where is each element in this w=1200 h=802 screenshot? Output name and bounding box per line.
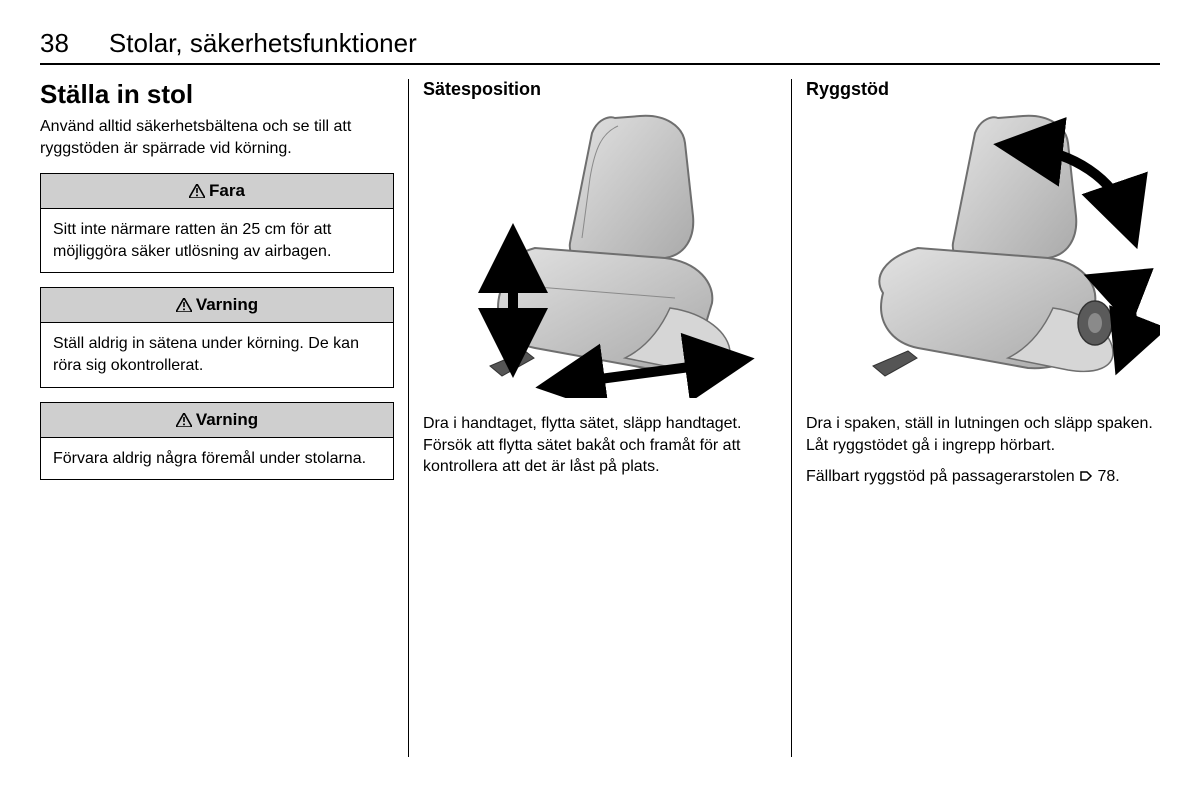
page-number: 38: [40, 28, 69, 59]
callout-body: Förvara aldrig några föremål under stola…: [41, 438, 393, 480]
backrest-illustration: [806, 108, 1160, 398]
callout-body: Sitt inte närmare ratten än 25 cm för at…: [41, 209, 393, 272]
callout-danger: Fara Sitt inte närmare ratten än 25 cm f…: [40, 173, 394, 273]
callout-title: Fara: [209, 181, 245, 201]
seat-position-illustration: [423, 108, 777, 398]
callout-head: Fara: [41, 174, 393, 209]
backrest-text-2: Fällbart ryggstöd på passagerarsto­len 7…: [806, 466, 1160, 488]
column-3: Ryggstöd: [791, 79, 1160, 757]
page-ref-icon: [1079, 469, 1093, 483]
backrest-text-2a: Fällbart ryggstöd på passagerarsto­len: [806, 468, 1079, 485]
page-header: 38 Stolar, säkerhetsfunktioner: [40, 28, 1160, 65]
backrest-text-1: Dra i spaken, ställ in lutningen och slä…: [806, 413, 1160, 456]
warning-icon: [176, 413, 192, 427]
column-2: Sätesposition Dr: [408, 79, 791, 757]
backrest-text-2b: 78.: [1093, 468, 1120, 485]
callout-title: Varning: [196, 295, 258, 315]
warning-icon: [189, 184, 205, 198]
callout-title: Varning: [196, 410, 258, 430]
callout-head: Varning: [41, 403, 393, 438]
subheading-backrest: Ryggstöd: [806, 79, 1160, 100]
callout-warning-1: Varning Ställ aldrig in sätena under kör…: [40, 287, 394, 387]
callout-body: Ställ aldrig in sätena under kör­ning. D…: [41, 323, 393, 386]
section-title: Ställa in stol: [40, 79, 394, 110]
chapter-title: Stolar, säkerhetsfunktioner: [109, 28, 417, 59]
warning-icon: [176, 298, 192, 312]
subheading-seat-position: Sätesposition: [423, 79, 777, 100]
intro-text: Använd alltid säkerhetsbältena och se ti…: [40, 116, 394, 159]
content-columns: Ställa in stol Använd alltid säkerhetsbä…: [40, 79, 1160, 757]
seat-position-text: Dra i handtaget, flytta sätet, släpp han…: [423, 413, 777, 478]
callout-warning-2: Varning Förvara aldrig några föremål und…: [40, 402, 394, 481]
callout-head: Varning: [41, 288, 393, 323]
column-1: Ställa in stol Använd alltid säkerhetsbä…: [40, 79, 408, 757]
